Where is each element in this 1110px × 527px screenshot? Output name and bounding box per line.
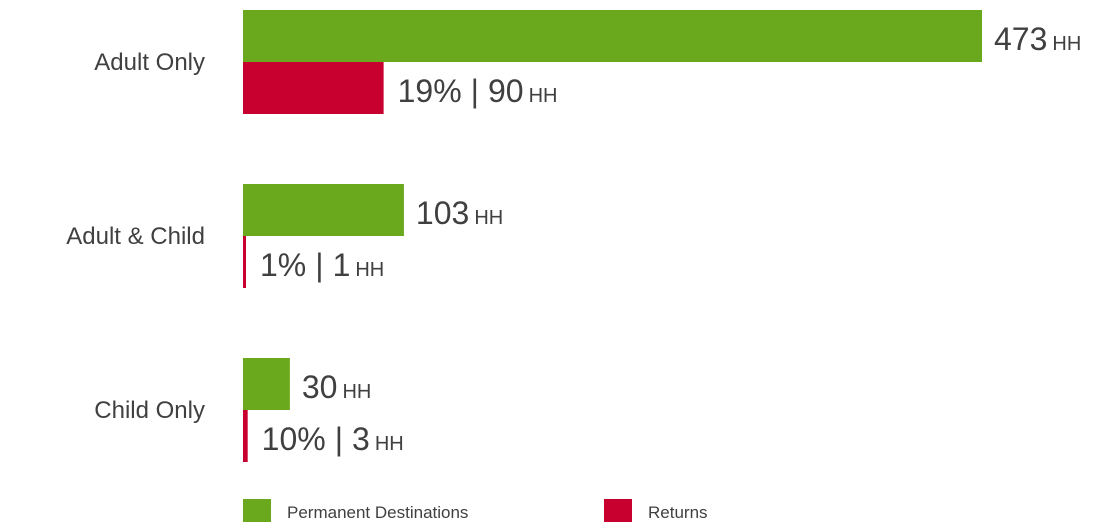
- bar-permanent-adult-only: [243, 10, 982, 62]
- bar-returns-adult-child: [243, 236, 246, 288]
- category-label-adult-child: Adult & Child: [66, 223, 205, 250]
- label-returns-child-only: 10% | 3 HH: [262, 421, 404, 457]
- category-label-adult-only: Adult Only: [94, 49, 205, 76]
- label-returns-adult-child: 1% | 1 HH: [260, 247, 384, 283]
- legend-permanent-destinations-swatch: [243, 499, 271, 522]
- bar-returns-adult-only: [243, 62, 384, 114]
- legend-permanent-destinations-label: Permanent Destinations: [287, 503, 468, 522]
- legend-returns-swatch: [604, 499, 632, 522]
- bar-returns-child-only: [243, 410, 248, 462]
- label-permanent-child-only: 30 HH: [302, 369, 371, 405]
- legend-returns-label: Returns: [648, 503, 708, 522]
- label-permanent-adult-child: 103 HH: [416, 195, 503, 231]
- bar-permanent-child-only: [243, 358, 290, 410]
- data-labels: 473 HH 19% | 90 HH 103 HH 1% | 1 HH 30 HH 10% | 3 HH: [260, 21, 1081, 457]
- category-labels: Adult Only Adult & Child Child Only: [66, 49, 205, 424]
- legend: Permanent Destinations Returns: [243, 499, 708, 522]
- label-returns-adult-only: 19% | 90 HH: [398, 73, 558, 109]
- bars: [243, 10, 982, 462]
- bar-permanent-adult-child: [243, 184, 404, 236]
- category-label-child-only: Child Only: [94, 397, 205, 424]
- label-permanent-adult-only: 473 HH: [994, 21, 1081, 57]
